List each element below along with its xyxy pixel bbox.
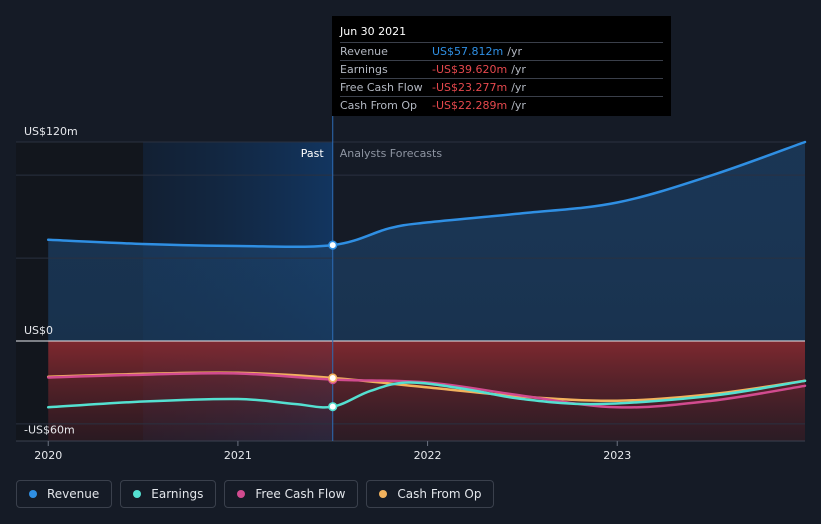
legend-dot-icon [379, 490, 388, 498]
tooltip-date: Jun 30 2021 [340, 25, 407, 38]
legend: Revenue Earnings Free Cash Flow Cash From O… [16, 480, 495, 510]
legend-label: Free Cash Flow [255, 487, 346, 501]
revenue-area [48, 142, 805, 341]
legend-label: Cash From Op [397, 487, 482, 501]
tooltip-row-label: Cash From Op [340, 99, 418, 112]
legend-item-earnings[interactable]: Earnings [120, 480, 217, 508]
tooltip-row-value: US$57.812m [432, 45, 504, 58]
y-axis-label: -US$60m [24, 424, 75, 437]
tooltip-row-value: -US$22.289m [432, 99, 508, 112]
legend-item-cash-from-op[interactable]: Cash From Op [366, 480, 495, 508]
tooltip-row-unit: /yr [511, 81, 526, 94]
legend-item-revenue[interactable]: Revenue [16, 480, 113, 508]
tooltip-row-unit: /yr [507, 45, 522, 58]
tooltip-row-value: -US$23.277m [432, 81, 508, 94]
legend-label: Earnings [151, 487, 204, 501]
legend-item-free-cash-flow[interactable]: Free Cash Flow [224, 480, 359, 508]
tooltip-row: Cash From Op -US$22.289m/yr [340, 96, 663, 114]
tooltip-row: Revenue US$57.812m/yr [340, 42, 663, 60]
x-tick-label: 2022 [414, 449, 442, 462]
legend-dot-icon [29, 490, 37, 498]
forecast-label: Analysts Forecasts [340, 147, 443, 160]
tooltip-row-label: Revenue [340, 45, 388, 58]
past-label: Past [301, 147, 325, 160]
negative-area [48, 341, 805, 441]
tooltip-row-label: Earnings [340, 63, 388, 76]
tooltip: Jun 30 2021 Revenue US$57.812m/yr Earnings… [332, 16, 671, 116]
marker-revenue [328, 240, 338, 250]
tooltip-row: Free Cash Flow -US$23.277m/yr [340, 78, 663, 96]
x-tick-label: 2023 [603, 449, 631, 462]
marker-earnings [328, 402, 338, 412]
series-line-revenue [46, 140, 807, 249]
x-tick-label: 2021 [224, 449, 252, 462]
y-axis-label: US$120m [24, 125, 78, 138]
chart: US$120m US$0 -US$60m 2020 2021 2022 2023 Past An… [16, 16, 807, 462]
tooltip-row-label: Free Cash Flow [340, 81, 423, 94]
tooltip-row-value: -US$39.620m [432, 63, 508, 76]
x-tick-label: 2020 [34, 449, 62, 462]
series-line-earnings [46, 379, 807, 409]
tooltip-row-unit: /yr [511, 99, 526, 112]
legend-dot-icon [237, 490, 246, 498]
tooltip-row: Earnings -US$39.620m/yr [340, 60, 663, 78]
y-axis-label: US$0 [24, 324, 53, 337]
marker-cash-from-op [328, 373, 338, 383]
legend-dot-icon [133, 490, 142, 498]
tooltip-row-unit: /yr [511, 63, 526, 76]
legend-label: Revenue [47, 487, 100, 501]
